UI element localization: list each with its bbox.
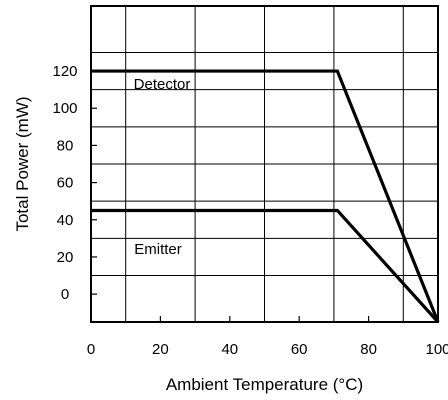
x-tick-label-60: 60 bbox=[291, 341, 308, 358]
y-tick-label-100: 100 bbox=[52, 100, 77, 117]
series-label-detector: Detector bbox=[134, 76, 191, 93]
x-tick-labels: 0 20 40 60 80 100 bbox=[87, 341, 448, 358]
plot-frame bbox=[90, 5, 439, 323]
series-label-emitter: Emitter bbox=[134, 241, 182, 258]
y-tick-label-80: 80 bbox=[57, 137, 74, 154]
x-axis-label: Ambient Temperature (°C) bbox=[166, 375, 363, 394]
y-tick-label-60: 60 bbox=[57, 175, 74, 192]
series-line-emitter bbox=[91, 208, 440, 324]
grid bbox=[91, 6, 438, 322]
y-tick-label-0: 0 bbox=[61, 286, 69, 303]
y-tick-label-20: 20 bbox=[57, 249, 74, 266]
y-axis-label: Total Power (mW) bbox=[13, 96, 32, 231]
x-tick-label-20: 20 bbox=[152, 341, 169, 358]
x-tick-label-40: 40 bbox=[221, 341, 238, 358]
y-tick-label-120: 120 bbox=[52, 63, 77, 80]
series-lines bbox=[91, 69, 440, 324]
y-tick-labels: 0 20 40 60 80 100 120 bbox=[52, 63, 77, 303]
y-tick-label-40: 40 bbox=[57, 212, 74, 229]
x-tick-label-80: 80 bbox=[360, 341, 377, 358]
series-line-detector bbox=[91, 69, 440, 323]
x-tick-label-100: 100 bbox=[425, 341, 448, 358]
x-tick-label-0: 0 bbox=[87, 341, 95, 358]
